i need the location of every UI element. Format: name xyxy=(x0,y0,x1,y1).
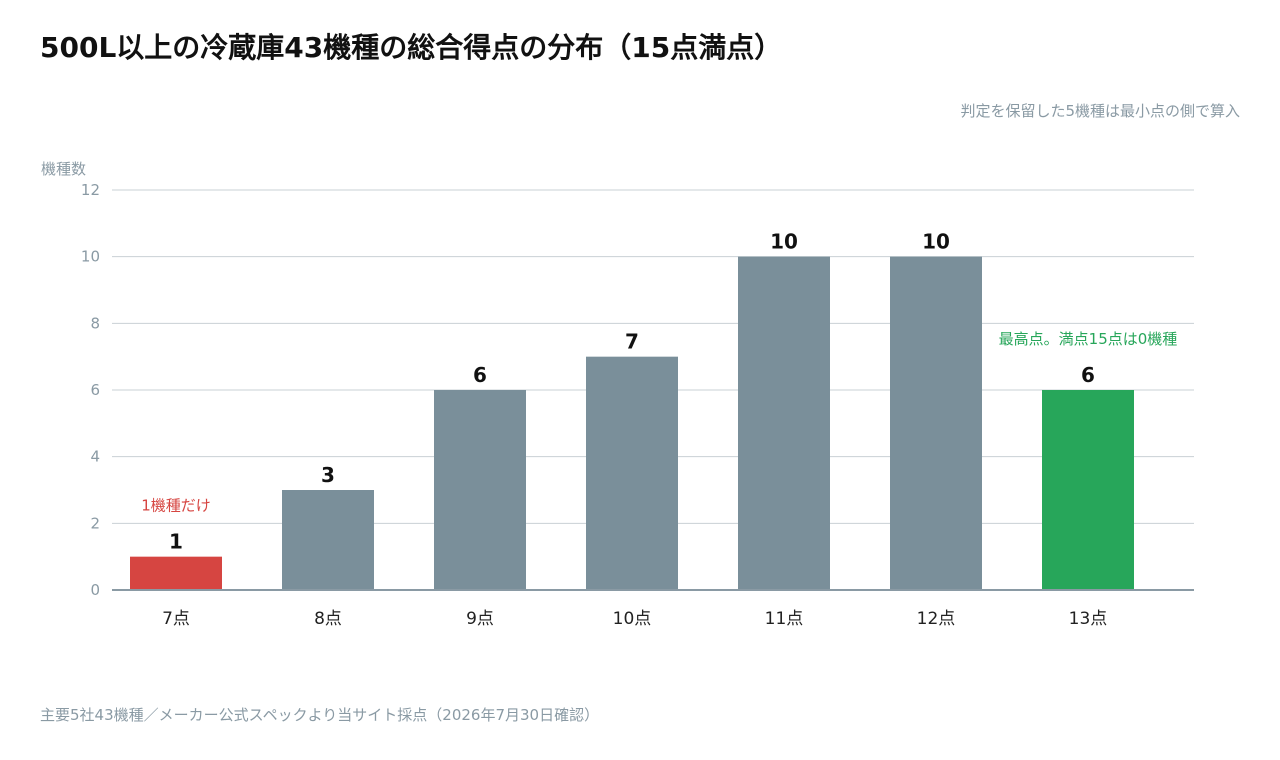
value-label: 1 xyxy=(169,530,183,554)
x-tick-label: 9点 xyxy=(466,609,494,629)
value-label: 6 xyxy=(1081,363,1095,387)
bars xyxy=(130,256,1134,590)
y-axis-ticks: 0 2 4 6 8 10 12 xyxy=(81,181,100,599)
annotations: 1機種だけ 最高点。満点15点は0機種 xyxy=(141,330,1177,515)
x-tick-label: 13点 xyxy=(1069,609,1108,629)
x-tick-label: 10点 xyxy=(613,609,652,629)
bar xyxy=(130,556,222,590)
y-tick-label: 2 xyxy=(90,514,100,532)
value-label: 10 xyxy=(922,230,950,254)
chart-source: 主要5社43機種／メーカー公式スペックより当サイト採点（2026年7月30日確認… xyxy=(40,706,600,724)
chart-title: 500L以上の冷蔵庫43機種の総合得点の分布（15点満点） xyxy=(40,31,783,64)
value-label: 7 xyxy=(625,330,639,354)
chart-note: 判定を保留した5機種は最小点の側で算入 xyxy=(960,102,1240,120)
x-axis-ticks: 7点 8点 9点 10点 11点 12点 13点 xyxy=(162,609,1107,629)
annotation-label: 1機種だけ xyxy=(141,497,211,515)
x-tick-label: 7点 xyxy=(162,609,190,629)
bar xyxy=(282,490,374,590)
bar-chart: 0 2 4 6 8 10 12 機種数 1 3 6 7 10 10 6 1機種だけ 最高点。満点15点は0… xyxy=(41,160,1194,629)
value-labels: 1 3 6 7 10 10 6 xyxy=(169,230,1095,554)
x-tick-label: 11点 xyxy=(765,609,804,629)
y-tick-label: 10 xyxy=(81,248,100,266)
bar xyxy=(434,390,526,590)
value-label: 6 xyxy=(473,363,487,387)
y-tick-label: 0 xyxy=(90,581,100,599)
bar xyxy=(1042,390,1134,590)
x-tick-label: 12点 xyxy=(917,609,956,629)
value-label: 10 xyxy=(770,230,798,254)
bar xyxy=(890,256,982,590)
x-tick-label: 8点 xyxy=(314,609,342,629)
annotation-label: 最高点。満点15点は0機種 xyxy=(999,330,1178,348)
bar xyxy=(738,256,830,590)
y-axis-label: 機種数 xyxy=(41,160,86,178)
y-tick-label: 8 xyxy=(90,314,100,332)
bar xyxy=(586,356,678,590)
y-tick-label: 4 xyxy=(90,448,100,466)
y-tick-label: 6 xyxy=(90,381,100,399)
y-tick-label: 12 xyxy=(81,181,100,199)
value-label: 3 xyxy=(321,463,335,487)
